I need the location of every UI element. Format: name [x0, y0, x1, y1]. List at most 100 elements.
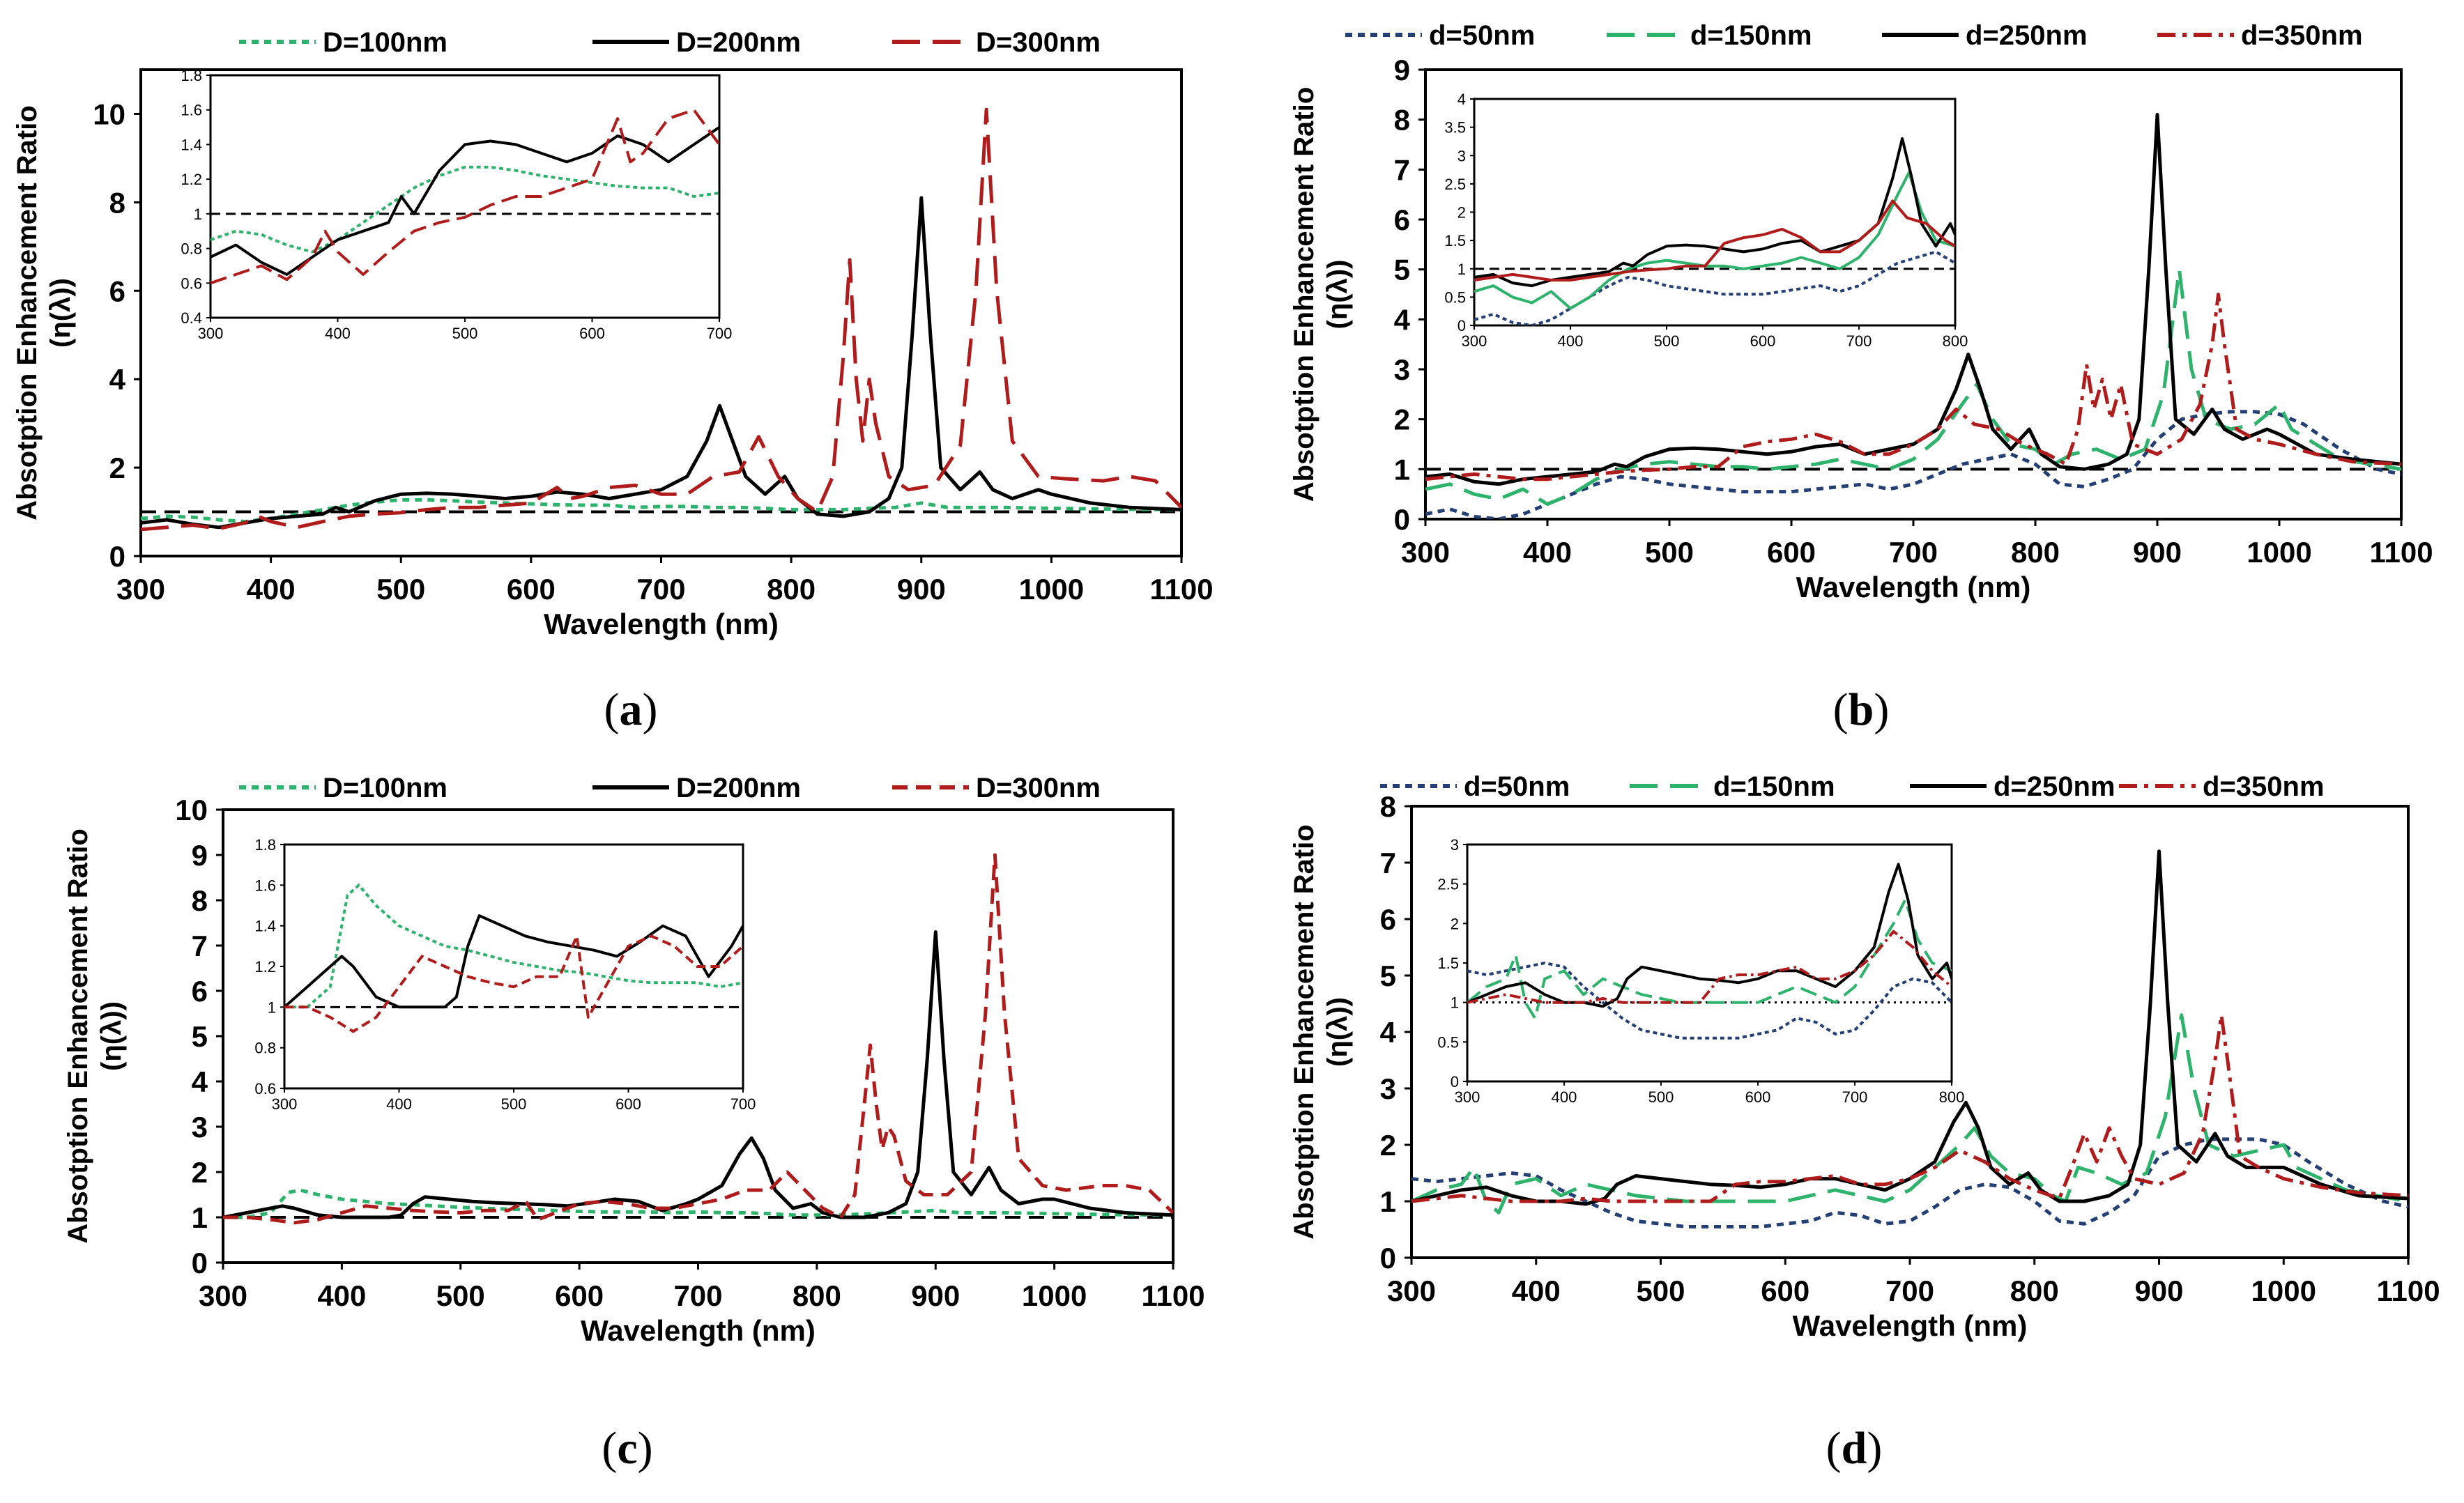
y-tick-label: 7 — [1380, 847, 1396, 879]
inset-plot: 300 400 500 600 700 800 0 0.5 1 1.5 2 2.5 3 — [1437, 836, 1964, 1106]
y-tick-label: 4 — [1457, 91, 1466, 108]
legend-label: D=100nm — [323, 27, 447, 58]
y-tick-label: 1 — [1394, 453, 1410, 486]
series-line-d-350nm — [1467, 930, 1952, 1004]
x-tick-label: 300 — [272, 1095, 298, 1113]
x-tick-label: 500 — [376, 573, 425, 606]
x-tick-label: 500 — [501, 1095, 527, 1113]
y-tick-label: 0.8 — [254, 1040, 276, 1057]
x-tick-label: 500 — [1645, 536, 1694, 569]
y-tick-label: 1.2 — [181, 171, 202, 188]
x-tick-label: 400 — [325, 325, 351, 342]
x-tick-label: 600 — [507, 573, 556, 606]
legend-label: d=350nm — [2203, 771, 2325, 802]
y-tick-label: 3 — [1394, 353, 1410, 386]
x-tick-label: 1000 — [2251, 1274, 2316, 1307]
y-tick-label: 9 — [1394, 54, 1410, 86]
y-tick-label: 6 — [192, 975, 208, 1008]
y-tick-label: 0 — [1457, 317, 1466, 334]
x-tick-label: 800 — [2011, 536, 2060, 569]
y-axis-sublabel: (η(λ)) — [1322, 260, 1353, 330]
y-tick-label: 1.4 — [254, 918, 276, 935]
panel-label: (a) — [604, 684, 658, 735]
series-line-d-150nm — [1411, 1013, 2408, 1215]
y-axis-sublabel: (η(λ)) — [45, 278, 76, 348]
inset-plot: 300 400 500 600 700 800 0 0.5 1 1.5 2 2.5 3 3.5 4 — [1444, 91, 1968, 350]
x-tick-label: 1000 — [2247, 536, 2311, 569]
x-tick-label: 1000 — [1019, 573, 1084, 606]
x-tick-label: 500 — [436, 1279, 485, 1312]
legend-label: d=150nm — [1713, 771, 1835, 802]
y-axis-label: Absotption Enhancement Ratio — [63, 828, 93, 1244]
x-tick-label: 600 — [1767, 536, 1816, 569]
x-tick-label: 700 — [707, 325, 733, 342]
y-tick-label: 0 — [1394, 503, 1410, 536]
legend-label: D=200nm — [676, 27, 801, 58]
y-tick-label: 1.5 — [1437, 955, 1459, 972]
y-axis-sublabel: (η(λ)) — [96, 1001, 127, 1071]
x-tick-label: 400 — [247, 573, 296, 606]
x-tick-label: 800 — [1943, 332, 1968, 350]
x-tick-label: 700 — [673, 1279, 722, 1312]
y-tick-label: 2 — [1394, 403, 1410, 436]
series-line-d-350nm — [1474, 199, 1955, 282]
x-tick-label: 500 — [1648, 1088, 1674, 1106]
y-tick-label: 5 — [192, 1020, 208, 1053]
y-tick-label: 8 — [192, 884, 208, 917]
y-tick-label: 8 — [1380, 790, 1396, 823]
legend-label: d=50nm — [1464, 771, 1570, 802]
y-axis-label: Absotption Enhancement Ratio — [1289, 87, 1319, 502]
y-tick-label: 1 — [1380, 1185, 1396, 1218]
series-line-d-50nm — [1467, 962, 1952, 1040]
y-tick-label: 1.4 — [181, 136, 202, 153]
series-line-d-150nm — [1474, 171, 1955, 310]
series-line-d-100nm — [211, 165, 719, 254]
x-tick-label: 1100 — [2369, 536, 2433, 569]
x-tick-label: 1000 — [1022, 1279, 1087, 1312]
y-tick-label: 3 — [1380, 1072, 1396, 1105]
y-tick-label: 2.5 — [1444, 176, 1466, 193]
y-tick-label: 6 — [1394, 203, 1410, 236]
y-tick-label: 3.5 — [1444, 119, 1466, 137]
y-tick-label: 0 — [1451, 1073, 1459, 1090]
y-tick-label: 5 — [1394, 254, 1410, 286]
series-line-d-350nm — [1411, 1013, 2408, 1203]
x-tick-label: 500 — [1654, 332, 1680, 350]
series-line-d-250nm — [1474, 137, 1955, 288]
x-tick-label: 1100 — [1141, 1279, 1204, 1312]
series-line-d-100nm — [223, 1188, 1173, 1219]
series-line-d-150nm — [1467, 898, 1952, 1020]
y-tick-label: 9 — [192, 839, 208, 872]
panel-c: D=100nm D=200nm D=300nm 300 400 500 600 700 800 9… — [63, 773, 1205, 1474]
x-axis-label: Wavelength (nm) — [544, 608, 779, 640]
x-tick-label: 900 — [2134, 1274, 2183, 1307]
x-tick-label: 1100 — [2376, 1274, 2440, 1307]
x-tick-label: 400 — [386, 1095, 412, 1113]
y-tick-label: 0.6 — [181, 275, 202, 292]
panel-label: (b) — [1833, 684, 1890, 735]
legend-label: d=50nm — [1429, 20, 1535, 51]
y-tick-label: 2 — [192, 1156, 208, 1189]
y-tick-label: 0.6 — [254, 1080, 276, 1097]
series-line-d-150nm — [1425, 268, 2401, 506]
legend-label: D=300nm — [976, 27, 1101, 58]
series-line-d-300nm — [284, 934, 743, 1033]
series-line-d-250nm — [1425, 113, 2401, 486]
inset-frame — [209, 74, 721, 319]
y-tick-label: 1 — [194, 206, 202, 223]
y-tick-label: 1.8 — [254, 836, 276, 854]
legend-label: D=100nm — [323, 773, 447, 803]
y-axis-label: Absotption Enhancement Ratio — [12, 105, 43, 521]
inset-frame — [1473, 98, 1957, 327]
x-tick-label: 800 — [793, 1279, 841, 1312]
x-tick-label: 400 — [1552, 1088, 1577, 1106]
y-tick-label: 1.5 — [1444, 232, 1466, 249]
y-tick-label: 0.5 — [1444, 288, 1466, 306]
x-tick-label: 300 — [199, 1279, 247, 1312]
y-tick-label: 2 — [1380, 1129, 1396, 1162]
y-tick-label: 10 — [93, 98, 125, 130]
x-tick-label: 600 — [615, 1095, 641, 1113]
y-tick-label: 0 — [1380, 1242, 1396, 1274]
